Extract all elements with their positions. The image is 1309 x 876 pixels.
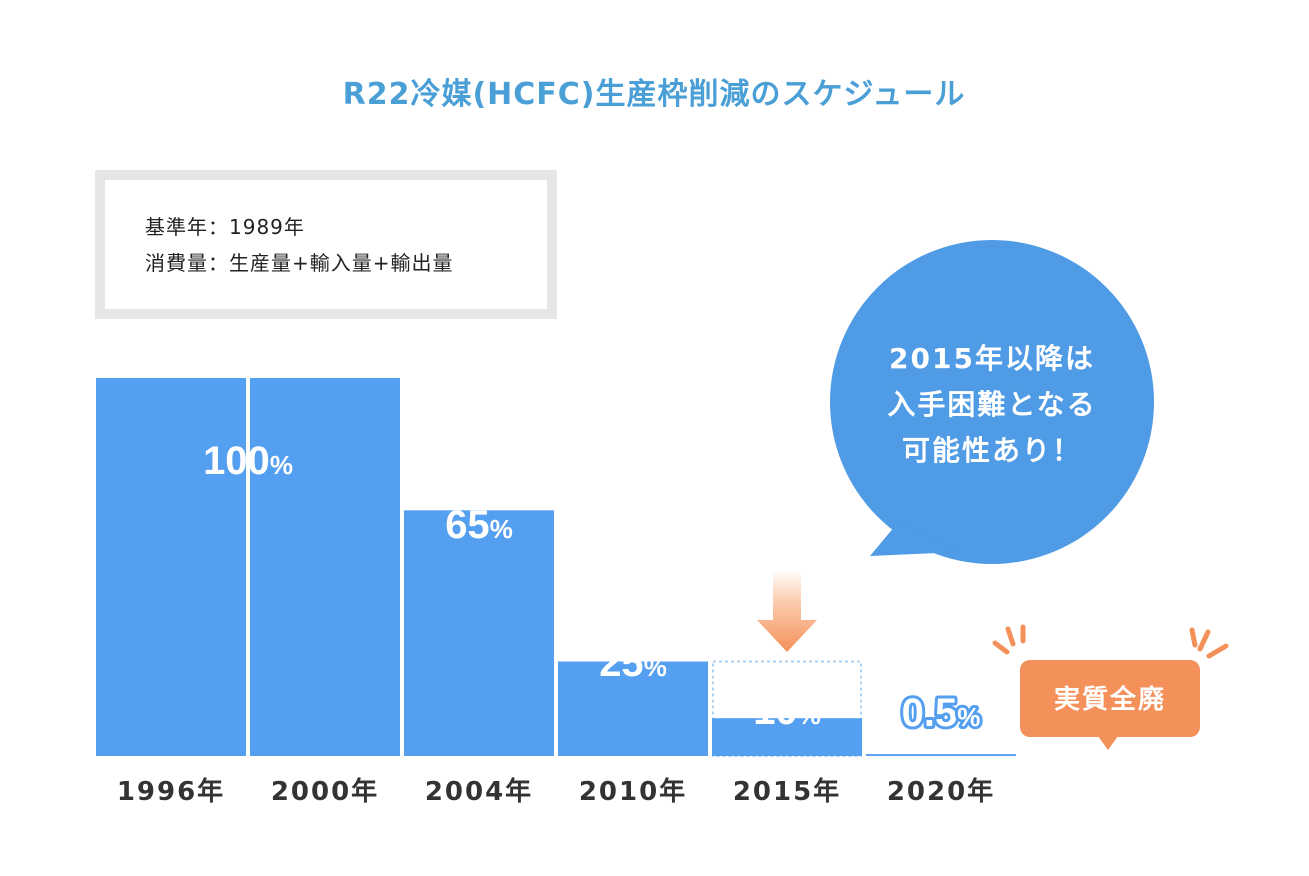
callout-line-2: 入手困難となる [887,388,1096,421]
bar-5 [866,754,1016,756]
bar-1 [250,378,400,756]
bar-4 [712,718,862,756]
bar-3 [558,661,708,756]
x-tick-label: 2004年 [425,776,533,807]
x-tick-label: 2015年 [733,776,841,807]
data-label: 65% [445,503,513,547]
abolition-badge: 実質全廃 [1020,660,1200,750]
callout-bubble: 2015年以降は 入手困難となる 可能性あり！ [830,240,1154,564]
callout-line-3: 可能性あり！ [902,434,1082,467]
labels-layer: 100% 65% 25% 10% 0.5% [203,439,983,738]
data-label: 25% [599,641,667,685]
data-label: 100% [203,439,293,483]
bar-2 [404,510,554,756]
note-base-year: 基準年：1989年 [145,215,305,239]
x-tick-label: 2000年 [271,776,379,807]
bar-0 [96,378,246,756]
down-arrow-icon [757,570,817,652]
x-tick-label: 2010年 [579,776,687,807]
years-layer: 1996年 2000年 2004年 2010年 2015年 2020年 [117,776,995,807]
callout-line-1: 2015年以降は [889,342,1095,375]
previous-level-outline [712,660,862,757]
data-label: 10% [753,689,821,733]
x-tick-label: 1996年 [117,776,225,807]
x-tick-label: 2020年 [887,776,995,807]
note-consumption: 消費量：生産量+輸入量+輸出量 [145,251,454,275]
spark-lines-icon [992,624,1229,659]
badge-label: 実質全廃 [1054,684,1166,715]
bars-layer [96,378,1016,757]
note-box [95,170,557,319]
data-label: 0.5% [902,691,981,735]
chart-title: R22冷媒(HCFC)生産枠削減のスケジュール [343,77,966,112]
